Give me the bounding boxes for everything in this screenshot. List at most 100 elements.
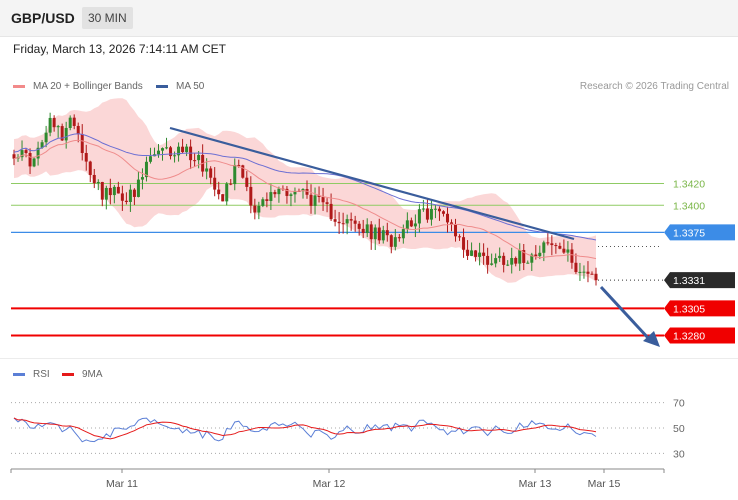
candle-body (84, 152, 88, 162)
candle-93 (385, 222, 389, 242)
candle-61 (257, 201, 261, 220)
rsi-line (13, 417, 597, 443)
level-tag-1.3331: 1.3331 (664, 272, 735, 289)
datetime-label: Friday, March 13, 2026 7:14:11 AM CET (13, 42, 226, 56)
candle-95 (393, 229, 397, 251)
candle-body (112, 186, 116, 196)
candle-25 (112, 185, 116, 204)
candle-body (454, 224, 458, 237)
ma50-legend: MA 50 (156, 81, 204, 92)
candle-87 (361, 219, 365, 239)
candle-123 (506, 260, 510, 267)
candle-57 (241, 164, 245, 179)
candle-17 (80, 124, 84, 161)
candle-38 (165, 137, 169, 150)
candle-body (582, 271, 586, 273)
level-tag-1.3375: 1.3375 (664, 224, 735, 241)
candle-body (64, 127, 68, 141)
candle-body (76, 125, 80, 135)
candle-body (156, 150, 160, 155)
candle-body (120, 193, 124, 201)
candle-46 (197, 150, 201, 169)
candle-33 (144, 156, 148, 182)
candle-body (289, 194, 293, 196)
candle-136 (558, 242, 562, 250)
rsi-ma-line (13, 417, 597, 440)
candle-body (433, 208, 437, 210)
candle-112 (462, 228, 466, 258)
candle-body (148, 156, 152, 162)
candle-body (474, 250, 478, 257)
forecast-arrow-shaft (599, 285, 652, 342)
candle-body (177, 146, 181, 156)
candle-body (590, 273, 594, 275)
candle-body (269, 192, 273, 201)
time-tick-label: Mar 12 (313, 478, 346, 490)
candle-119 (490, 253, 494, 266)
candle-134 (550, 235, 554, 256)
candle-body (32, 158, 36, 167)
candle-body (237, 164, 241, 166)
candle-body (401, 229, 405, 239)
candle-body (217, 189, 221, 195)
candle-76 (317, 186, 321, 203)
candle-body (193, 160, 197, 162)
candle-body (144, 161, 148, 178)
candle-body (377, 227, 381, 241)
candle-body (124, 200, 128, 202)
level-tag-1.3305: 1.3305 (664, 300, 735, 317)
candle-2 (20, 140, 24, 161)
rsi-ma-legend: 9MA (62, 369, 103, 380)
candle-body (40, 142, 44, 148)
candle-92 (381, 225, 385, 244)
candle-body (80, 134, 84, 153)
candle-body (538, 252, 542, 257)
candle-body (341, 223, 345, 225)
candle-135 (554, 242, 558, 254)
bb-legend-label: MA 20 + Bollinger Bands (33, 81, 143, 92)
level-tag-shape (664, 300, 735, 317)
candle-body (273, 192, 277, 195)
candle-121 (498, 247, 502, 262)
candle-body (429, 208, 433, 220)
candle-body (574, 262, 578, 273)
candle-137 (562, 239, 566, 254)
candle-body (165, 147, 169, 149)
candle-body (317, 195, 321, 197)
candle-body (277, 188, 281, 195)
candle-31 (136, 171, 140, 198)
candle-142 (582, 265, 586, 279)
candle-body (470, 250, 474, 256)
candle-body (558, 245, 562, 249)
candles[interactable] (12, 112, 598, 286)
candle-55 (233, 158, 237, 191)
candle-43 (185, 143, 189, 157)
candle-45 (193, 152, 197, 167)
candle-body (578, 271, 582, 273)
candle-body (181, 146, 185, 153)
candle-body (128, 189, 132, 202)
timeframe-button[interactable]: 30 MIN (82, 7, 133, 29)
candle-54 (229, 179, 233, 186)
candle-body (594, 273, 598, 281)
candle-body (498, 255, 502, 259)
candle-body (546, 242, 550, 244)
candle-body (333, 219, 337, 222)
candle-body (52, 117, 56, 128)
time-tick-label: Mar 13 (519, 478, 552, 490)
rsi-panel: 70 50 30 (11, 398, 685, 460)
candle-27 (120, 185, 124, 211)
candle-body (381, 230, 385, 241)
candle-16 (76, 122, 80, 143)
level-tag-shape (664, 224, 735, 241)
candle-body (522, 250, 526, 263)
candle-6 (36, 141, 40, 166)
candle-body (385, 230, 389, 236)
candle-126 (518, 243, 522, 271)
candle-125 (514, 256, 518, 267)
candle-body (24, 150, 28, 153)
candle-body (28, 152, 32, 167)
candle-0 (12, 149, 16, 166)
candle-52 (221, 194, 225, 202)
